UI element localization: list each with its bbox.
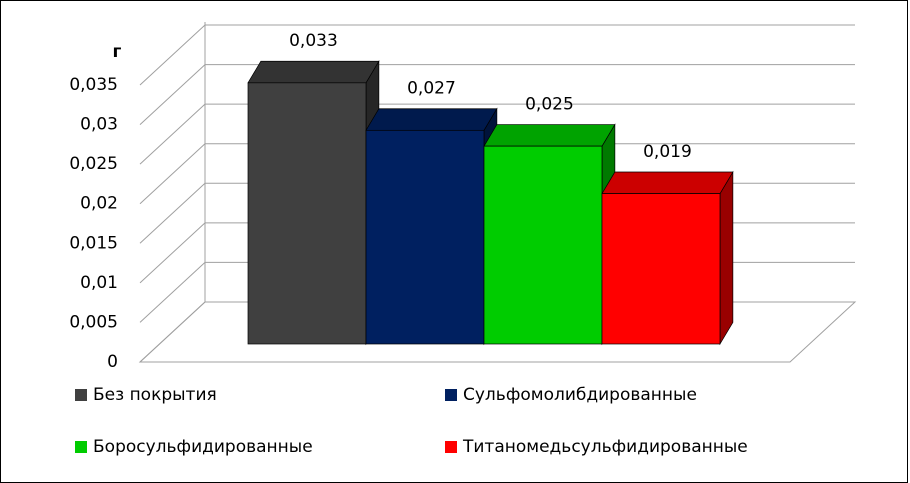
y-tick-label: 0,03: [80, 115, 118, 135]
bar-side: [719, 170, 734, 346]
legend-label: Титаномедьсульфидированные: [462, 437, 748, 457]
legend-label: Без покрытия: [93, 385, 217, 405]
bar: [601, 193, 721, 345]
bar-top: [365, 108, 498, 131]
bar: [483, 145, 603, 345]
legend-swatch: [445, 389, 457, 401]
y-tick-label: 0,02: [80, 194, 118, 214]
legend-label: Боросульфидированные: [93, 437, 313, 457]
bar: [247, 82, 367, 345]
y-tick-label: 0: [107, 352, 118, 372]
grid-line: [139, 64, 855, 125]
value-label: 0,033: [289, 31, 338, 51]
y-tick-label: 0,01: [80, 273, 118, 293]
bar-top: [247, 60, 380, 84]
grid-line: [139, 24, 855, 86]
bar-top: [483, 124, 616, 147]
grid-line: [139, 103, 855, 165]
y-tick-label: 0,035: [69, 75, 118, 95]
bar-top: [601, 171, 734, 194]
legend-swatch: [445, 441, 457, 453]
y-tick-label: 0,015: [69, 233, 118, 253]
legend-swatch: [75, 389, 87, 401]
value-label: 0,019: [643, 142, 692, 162]
grid-line: [139, 143, 855, 205]
value-label: 0,025: [525, 95, 574, 115]
bar: [365, 129, 485, 345]
y-tick-label: 0,005: [69, 312, 118, 332]
value-label: 0,027: [407, 79, 456, 99]
y-axis-label: г: [113, 42, 122, 62]
legend-label: Сульфомолибдированные: [463, 385, 697, 405]
y-tick-label: 0,025: [69, 154, 118, 174]
legend-swatch: [75, 441, 87, 453]
